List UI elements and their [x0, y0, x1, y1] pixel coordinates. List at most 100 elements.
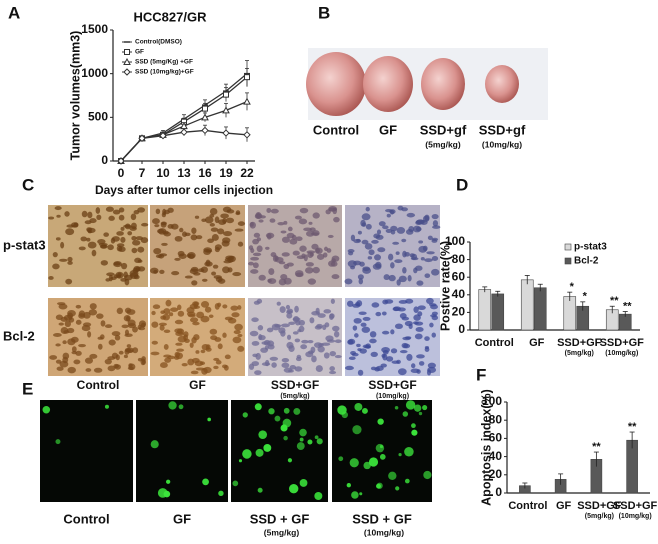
nucleus — [431, 239, 438, 243]
nucleus — [426, 369, 432, 376]
nucleus — [309, 317, 315, 324]
nucleus — [114, 334, 121, 341]
nucleus — [266, 327, 274, 333]
nucleus — [84, 357, 93, 364]
nucleus — [311, 355, 317, 363]
fluorescence-label: SSD + GF — [352, 511, 412, 526]
nucleus — [120, 226, 125, 231]
nucleus — [225, 217, 235, 224]
nucleus — [89, 353, 98, 359]
nucleus — [55, 237, 61, 241]
nucleus — [267, 278, 272, 283]
nucleus — [383, 274, 390, 281]
nucleus — [159, 324, 165, 331]
fluorescent-cell — [316, 438, 323, 445]
nucleus — [280, 230, 287, 234]
nucleus — [160, 222, 167, 228]
nucleus — [118, 207, 125, 213]
nucleus — [403, 343, 411, 349]
nucleus — [151, 340, 158, 345]
nucleus — [91, 249, 97, 257]
fluorescent-cell — [404, 447, 414, 457]
y-tick-label: 0 — [458, 322, 465, 336]
fluorescent-cell — [337, 405, 347, 415]
nucleus — [357, 369, 364, 376]
nucleus — [120, 262, 128, 270]
nucleus — [232, 272, 242, 277]
nucleus — [116, 231, 124, 236]
nucleus — [250, 256, 260, 261]
fluorescent-cell — [255, 448, 264, 457]
fluorescent-cell — [352, 425, 362, 435]
nucleus — [100, 320, 106, 327]
fluorescent-cell — [299, 437, 304, 442]
nucleus — [58, 303, 68, 310]
nucleus — [350, 234, 356, 242]
nucleus — [67, 338, 76, 346]
nucleus — [194, 215, 200, 219]
nucleus — [127, 231, 133, 236]
nucleus — [358, 278, 364, 285]
nucleus — [186, 306, 195, 314]
nucleus — [376, 229, 382, 235]
nucleus — [254, 370, 262, 376]
nucleus — [217, 302, 222, 307]
nucleus — [268, 268, 275, 276]
nucleus — [372, 263, 382, 270]
nucleus — [205, 259, 211, 267]
nucleus — [317, 313, 326, 318]
nucleus — [373, 233, 381, 239]
nucleus — [281, 357, 290, 363]
nucleus — [67, 260, 73, 265]
marker — [222, 129, 230, 137]
nucleus — [105, 206, 114, 212]
nucleus — [288, 321, 296, 325]
nucleus — [155, 208, 161, 215]
nucleus — [116, 243, 125, 248]
nucleus — [237, 221, 246, 226]
nucleus — [161, 242, 168, 246]
fluorescent-cell — [349, 458, 359, 468]
marker — [243, 97, 251, 105]
legend-label: SSD (5mg/Kg) +GF — [135, 59, 193, 66]
nucleus — [150, 351, 160, 356]
nucleus — [303, 227, 312, 232]
nucleus — [158, 322, 167, 326]
nucleus — [381, 311, 387, 316]
x-tick-sublabel: (5mg/kg) — [565, 350, 594, 357]
nucleus — [195, 367, 205, 371]
fluorescent-cell — [363, 461, 371, 470]
nucleus — [390, 209, 395, 215]
fluorescent-cell — [283, 435, 288, 441]
fluorescent-cell — [238, 459, 243, 463]
nucleus — [120, 236, 126, 243]
nucleus — [294, 270, 304, 277]
panel-label: A — [8, 3, 20, 22]
nucleus — [118, 214, 125, 221]
nucleus — [315, 365, 323, 372]
nucleus — [248, 363, 255, 370]
fluorescent-cell — [405, 478, 410, 484]
x-tick-label: SSD+GF — [557, 337, 602, 349]
nucleus — [174, 319, 184, 325]
nucleus — [406, 212, 416, 218]
nucleus — [228, 255, 236, 263]
nucleus — [253, 232, 261, 238]
nucleus — [126, 344, 132, 348]
nucleus — [380, 363, 387, 368]
nucleus — [153, 247, 162, 255]
nucleus — [167, 355, 176, 360]
nucleus — [204, 216, 214, 224]
nucleus — [129, 226, 137, 231]
nucleus — [365, 206, 370, 212]
nucleus — [104, 324, 113, 328]
nucleus — [395, 251, 400, 255]
nucleus — [330, 298, 335, 304]
nucleus — [189, 268, 199, 275]
nucleus — [310, 346, 316, 354]
nucleus — [97, 239, 106, 245]
y-tick-label: 80 — [489, 412, 503, 426]
nucleus — [231, 312, 240, 318]
nucleus — [171, 271, 180, 276]
nucleus — [382, 350, 389, 355]
